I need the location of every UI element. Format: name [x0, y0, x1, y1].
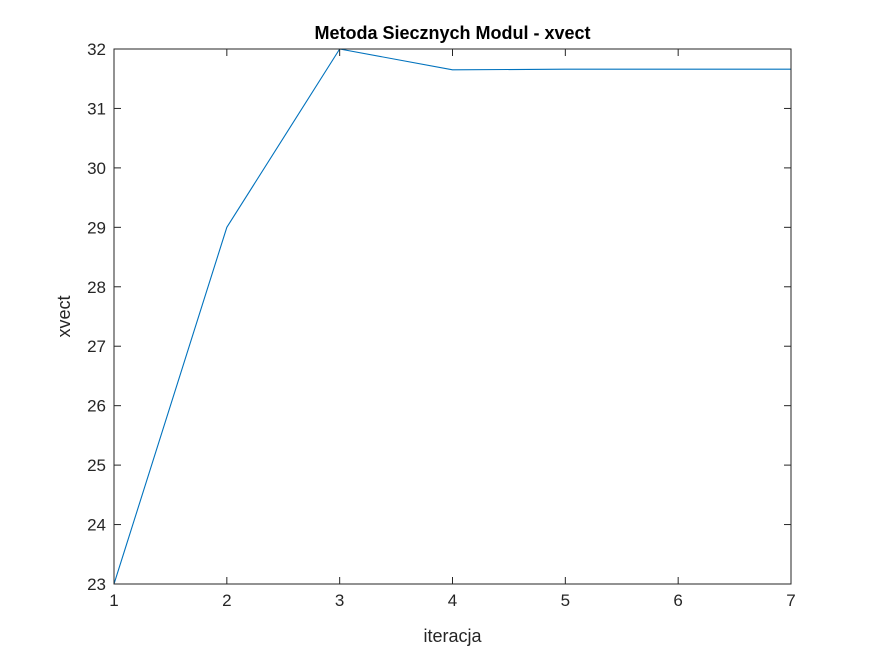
- x-tick-label: 2: [222, 591, 231, 610]
- x-tick-label: 7: [786, 591, 795, 610]
- chart-title: Metoda Siecznych Modul - xvect: [314, 23, 590, 43]
- y-tick-label: 30: [87, 159, 106, 178]
- series-layer: [113, 48, 791, 585]
- plot-area: [114, 49, 791, 584]
- y-tick-label: 24: [87, 516, 106, 535]
- x-tick-label: 6: [673, 591, 682, 610]
- y-tick-label: 31: [87, 99, 106, 118]
- x-tick-label: 4: [448, 591, 457, 610]
- x-tick-label: 5: [561, 591, 570, 610]
- x-axis-label: iteracja: [423, 626, 482, 646]
- y-tick-label: 32: [87, 40, 106, 59]
- x-tick-label: 1: [109, 591, 118, 610]
- y-tick-label: 29: [87, 218, 106, 237]
- y-axis-label: xvect: [54, 295, 74, 337]
- y-tick-label: 26: [87, 397, 106, 416]
- y-tick-label: 28: [87, 278, 106, 297]
- y-tick-label: 23: [87, 575, 106, 594]
- x-tick-label: 3: [335, 591, 344, 610]
- axes-box: [113, 48, 792, 585]
- y-tick-label: 25: [87, 456, 106, 475]
- series-line-1: [113, 48, 791, 585]
- y-tick-label: 27: [87, 337, 106, 356]
